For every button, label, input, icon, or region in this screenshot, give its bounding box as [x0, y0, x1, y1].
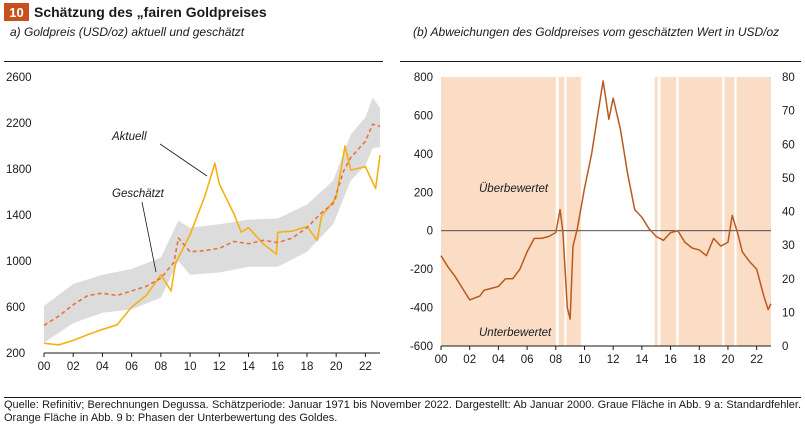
actual-price-line [43, 145, 381, 346]
undervaluation-phase [660, 77, 677, 346]
chart-a-x-tick: 02 [67, 361, 80, 373]
chart-b-left-y-tick: 200 [414, 187, 433, 199]
chart-b-top-rule [400, 61, 801, 62]
chart-b-left-y-tick: 800 [414, 72, 433, 84]
undervaluation-phase [678, 77, 723, 346]
undervaluation-phase [566, 77, 581, 346]
undervaluation-phase [441, 77, 556, 346]
chart-b-x-tick: 20 [722, 354, 735, 366]
annotation-geschaetzt: Geschätzt [112, 188, 165, 200]
chart-a-x-tick: 18 [301, 361, 314, 373]
undervaluation-phase [724, 77, 735, 346]
deviation-line [440, 80, 772, 320]
chart-a-x-tick: 20 [330, 361, 343, 373]
chart-a-x-tick: 12 [213, 361, 226, 373]
figure-header: 10 Schätzung des „fairen Goldpreises [4, 3, 267, 21]
chart-a-top-rule [4, 61, 383, 62]
chart-b-left-y-tick: 600 [414, 110, 433, 122]
chart-b-title: (b) Abweichungen des Goldpreises vom ges… [413, 25, 780, 39]
estimated-price-line [43, 123, 381, 327]
chart-b: -600-400-2000200400600800010203040506070… [410, 72, 795, 366]
chart-a-x-tick: 00 [38, 361, 51, 373]
undervaluation-phase [654, 77, 658, 346]
source-note: Quelle: Refinitiv; Berechnungen Degussa.… [4, 399, 801, 424]
undervaluation-phase [736, 77, 771, 346]
chart-b-left-y-tick: -400 [410, 303, 433, 315]
source-rule [4, 397, 801, 398]
chart-a-x-tick: 14 [242, 361, 255, 373]
chart-b-x-tick: 10 [578, 354, 591, 366]
annotation-geschaetzt-pointer [141, 201, 157, 273]
chart-a-y-tick: 1800 [6, 164, 32, 176]
chart-b-right-y-tick: 40 [782, 207, 795, 219]
chart-b-x-tick: 12 [607, 354, 620, 366]
chart-a-y-tick: 2600 [6, 72, 32, 84]
chart-a-y-tick: 1000 [6, 256, 32, 268]
chart-a-y-tick: 600 [6, 302, 25, 314]
chart-a-x-tick: 04 [96, 361, 109, 373]
chart-b-x-tick: 06 [521, 354, 534, 366]
annotation-unterbewertet: Unterbewertet [479, 327, 552, 339]
chart-b-x-tick: 14 [635, 354, 648, 366]
chart-b-x-tick: 00 [435, 354, 448, 366]
chart-b-x-tick: 02 [463, 354, 476, 366]
chart-a-y-tick: 2200 [6, 118, 32, 130]
annotation-aktuell: Aktuell [111, 131, 147, 143]
undervaluation-phase [558, 77, 565, 346]
chart-b-right-y-tick: 0 [782, 341, 788, 353]
chart-b-x-tick: 16 [664, 354, 677, 366]
figure-number-badge: 10 [4, 3, 29, 21]
chart-a-title: a) Goldpreis (USD/oz) aktuell und geschä… [10, 25, 245, 39]
chart-a-x-tick: 06 [125, 361, 138, 373]
chart-b-right-y-tick: 50 [782, 173, 795, 185]
chart-b-right-y-tick: 10 [782, 307, 795, 319]
chart-b-x-tick: 18 [693, 354, 706, 366]
chart-a-x-tick: 16 [271, 361, 284, 373]
chart-b-left-y-tick: 400 [414, 149, 433, 161]
chart-a-x-tick: 10 [184, 361, 197, 373]
chart-a-x-tick: 22 [359, 361, 372, 373]
chart-b-x-tick: 22 [750, 354, 763, 366]
chart-a-x-tick: 08 [154, 361, 167, 373]
chart-a-y-tick: 200 [6, 348, 25, 360]
chart-a: 200 600 1000 1400 1800 2200 2600 00 02 04 06 08 10 12… [6, 72, 381, 373]
chart-b-left-y-tick: -600 [410, 341, 433, 353]
chart-b-right-y-tick: 80 [782, 72, 795, 84]
annotation-aktuell-pointer [159, 143, 208, 177]
standard-error-band [44, 97, 380, 343]
chart-b-right-y-tick: 20 [782, 274, 795, 286]
annotation-ueberbewertet: Überbewertet [479, 183, 549, 195]
figure-title: Schätzung des „fairen Goldpreises [34, 4, 267, 20]
chart-a-y-tick: 1400 [6, 210, 32, 222]
chart-b-left-y-tick: 0 [427, 226, 433, 238]
chart-b-right-y-tick: 30 [782, 240, 795, 252]
chart-b-right-y-tick: 60 [782, 139, 795, 151]
chart-b-right-y-tick: 70 [782, 106, 795, 118]
chart-b-x-tick: 08 [549, 354, 562, 366]
chart-b-x-tick: 04 [492, 354, 505, 366]
chart-b-left-y-tick: -200 [410, 264, 433, 276]
